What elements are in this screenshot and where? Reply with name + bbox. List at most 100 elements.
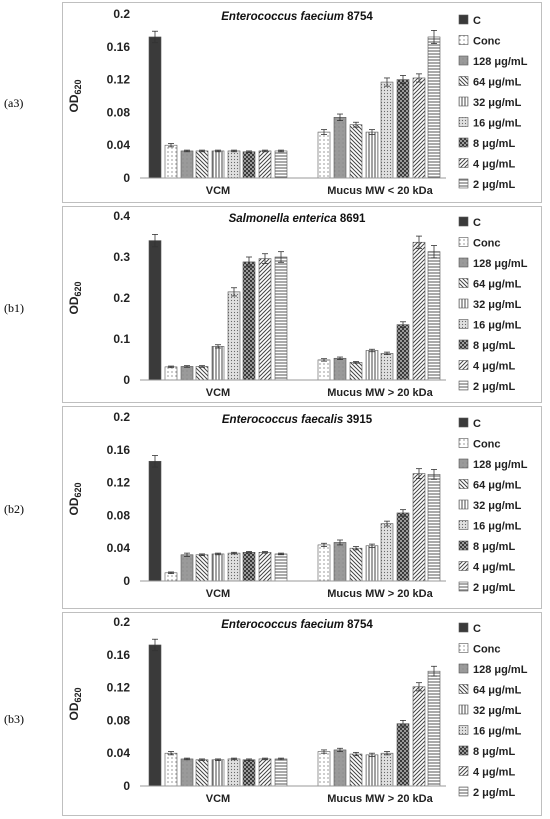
legend-swatch bbox=[458, 499, 469, 510]
bar bbox=[333, 357, 347, 381]
bar bbox=[258, 552, 272, 582]
legend-swatch bbox=[458, 745, 469, 756]
legend-swatch bbox=[458, 339, 469, 350]
bar bbox=[349, 547, 363, 582]
legend-swatch bbox=[458, 663, 469, 674]
bar bbox=[164, 366, 178, 381]
category-label: VCM bbox=[206, 185, 230, 197]
chart-panel-b2: 0 0.04 0.08 0.12 0.16 0.2 OD620 Enterococcus fa… bbox=[67, 410, 528, 600]
bar bbox=[227, 552, 241, 582]
bar bbox=[317, 544, 331, 582]
category-label: Mucus MW > 20 kDa bbox=[327, 387, 433, 399]
y-tick-label: 0.16 bbox=[107, 648, 131, 662]
legend-swatch bbox=[458, 725, 469, 735]
legend-label: 8 μg/mL bbox=[473, 340, 515, 352]
bar bbox=[180, 554, 194, 582]
bar bbox=[349, 362, 363, 381]
bar bbox=[380, 752, 394, 787]
bar bbox=[242, 151, 256, 179]
legend-label: 64 μg/mL bbox=[473, 480, 522, 492]
y-tick-label: 0.16 bbox=[107, 40, 131, 54]
bar bbox=[412, 473, 426, 582]
bar bbox=[227, 758, 241, 787]
bar bbox=[227, 291, 241, 381]
legend-swatch bbox=[458, 643, 469, 653]
legend-swatch bbox=[458, 96, 469, 107]
bar bbox=[380, 81, 394, 179]
legend-swatch bbox=[458, 360, 469, 370]
legend-label: C bbox=[473, 623, 481, 635]
bar bbox=[427, 474, 441, 582]
y-tick-label: 0 bbox=[123, 171, 130, 185]
bar bbox=[180, 366, 194, 381]
chart-title: Enterococcus faecium 8754 bbox=[221, 619, 373, 631]
legend-swatch bbox=[458, 257, 469, 268]
legend-label: 32 μg/mL bbox=[473, 97, 522, 109]
y-tick-label: 0.12 bbox=[107, 73, 131, 87]
bar bbox=[274, 553, 288, 582]
chart-title: Enterococcus faecalis 3915 bbox=[222, 414, 373, 426]
legend-swatch bbox=[458, 438, 469, 448]
panel-frame bbox=[62, 2, 542, 203]
legend-swatch bbox=[458, 540, 469, 551]
legend-label: 128 μg/mL bbox=[473, 258, 528, 270]
y-tick-label: 0.2 bbox=[113, 615, 130, 629]
bar bbox=[333, 749, 347, 787]
bar bbox=[148, 240, 162, 381]
legend-label: 128 μg/mL bbox=[473, 664, 528, 676]
legend-swatch bbox=[458, 55, 469, 66]
y-axis-label: OD620 bbox=[67, 687, 83, 720]
y-tick-label: 0.08 bbox=[107, 713, 131, 727]
bar bbox=[333, 117, 347, 179]
legend-label: 2 μg/mL bbox=[473, 179, 515, 191]
bar bbox=[164, 144, 178, 179]
bar bbox=[365, 131, 379, 179]
category-label: Mucus MW > 20 kDa bbox=[327, 588, 433, 600]
legend-label: 32 μg/mL bbox=[473, 705, 522, 717]
legend-swatch bbox=[458, 684, 469, 694]
y-tick-label: 0.2 bbox=[113, 410, 130, 424]
legend-label: C bbox=[473, 15, 481, 27]
legend-swatch bbox=[458, 417, 469, 428]
legend-swatch bbox=[458, 117, 469, 127]
bar bbox=[365, 545, 379, 582]
bar bbox=[317, 359, 331, 381]
bar bbox=[317, 751, 331, 787]
chart-panel-b1: 0 0.1 0.2 0.3 0.4 OD620 Salmonella enterica 86… bbox=[67, 209, 528, 399]
legend-label: 2 μg/mL bbox=[473, 381, 515, 393]
panel-frame bbox=[62, 206, 542, 403]
bar bbox=[148, 36, 162, 179]
y-tick-label: 0.2 bbox=[113, 7, 130, 21]
y-tick-label: 0.08 bbox=[107, 508, 131, 522]
y-tick-label: 0 bbox=[123, 373, 130, 387]
bar bbox=[164, 752, 178, 787]
bar bbox=[148, 644, 162, 787]
bar bbox=[349, 124, 363, 179]
legend-swatch bbox=[458, 561, 469, 571]
y-tick-label: 0.08 bbox=[107, 105, 131, 119]
y-tick-label: 0.4 bbox=[113, 209, 130, 223]
y-tick-label: 0.04 bbox=[107, 541, 131, 555]
legend-label: 8 μg/mL bbox=[473, 541, 515, 553]
legend-label: 64 μg/mL bbox=[473, 77, 522, 89]
chart-panel-a3: 0 0.04 0.08 0.12 0.16 0.2 OD620 Enterococcus fa… bbox=[67, 7, 528, 197]
bar bbox=[396, 512, 410, 582]
bar bbox=[227, 150, 241, 179]
legend-swatch bbox=[458, 278, 469, 288]
y-tick-label: 0.2 bbox=[113, 291, 130, 305]
legend-swatch bbox=[458, 76, 469, 86]
panel-frame bbox=[62, 612, 542, 816]
bar bbox=[258, 150, 272, 179]
bar bbox=[365, 754, 379, 787]
legend-label: 64 μg/mL bbox=[473, 279, 522, 291]
bar bbox=[242, 759, 256, 787]
chart-panel-b3: 0 0.04 0.08 0.12 0.16 0.2 OD620 Enterococcus fa… bbox=[67, 615, 528, 805]
legend-label: 16 μg/mL bbox=[473, 726, 522, 738]
bar bbox=[164, 572, 178, 582]
legend-label: Conc bbox=[473, 644, 501, 656]
bar bbox=[427, 670, 441, 787]
bar bbox=[180, 758, 194, 787]
legend-label: 16 μg/mL bbox=[473, 118, 522, 130]
bar bbox=[211, 759, 225, 787]
y-axis-label: OD620 bbox=[67, 79, 83, 112]
